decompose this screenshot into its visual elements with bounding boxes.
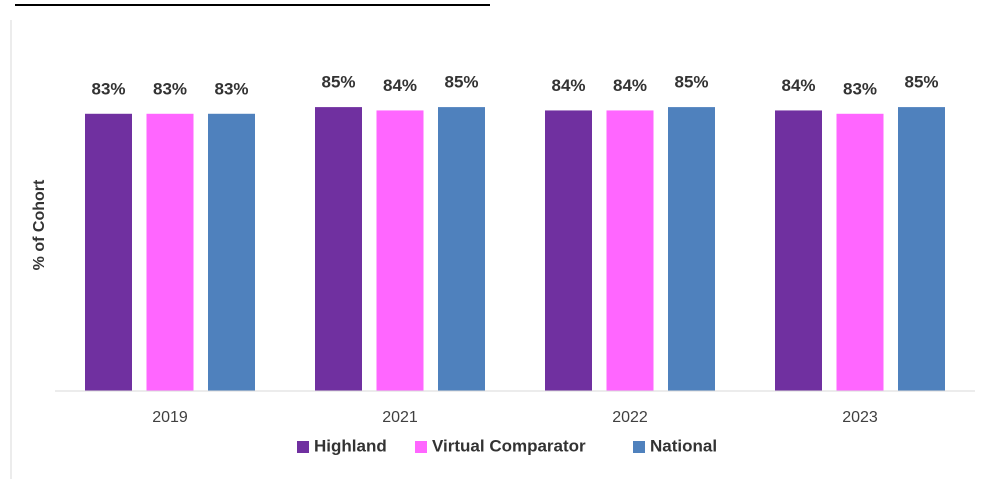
bar — [315, 107, 362, 391]
value-label: 84% — [551, 76, 585, 95]
value-label: 85% — [321, 73, 355, 92]
value-label: 83% — [153, 79, 187, 98]
value-label: 83% — [843, 79, 877, 98]
bar — [376, 110, 424, 391]
legend-swatch — [415, 441, 427, 453]
value-label: 84% — [613, 76, 647, 95]
bar — [606, 110, 654, 391]
y-axis-label: % of Cohort — [31, 179, 48, 270]
bar — [898, 107, 945, 391]
value-label: 84% — [383, 76, 417, 95]
bar — [668, 107, 715, 391]
bar — [775, 110, 822, 391]
value-label: 85% — [904, 73, 938, 92]
value-label: 83% — [91, 79, 125, 98]
x-tick-label: 2021 — [382, 409, 418, 426]
value-label: 85% — [444, 73, 478, 92]
legend-swatch — [297, 441, 309, 453]
value-label: 83% — [214, 79, 248, 98]
bar — [438, 107, 485, 391]
bar — [836, 113, 884, 391]
legend-label: Virtual Comparator — [432, 436, 586, 455]
x-tick-label: 2022 — [612, 409, 648, 426]
legend-swatch — [633, 441, 645, 453]
bar — [146, 113, 194, 391]
bar — [545, 110, 592, 391]
value-label: 85% — [674, 73, 708, 92]
x-tick-label: 2023 — [842, 409, 878, 426]
legend-label: Highland — [314, 436, 387, 455]
bar — [208, 113, 255, 391]
legend-label: National — [650, 436, 717, 455]
bar — [85, 113, 132, 391]
x-tick-label: 2019 — [152, 409, 188, 426]
value-label: 84% — [781, 76, 815, 95]
